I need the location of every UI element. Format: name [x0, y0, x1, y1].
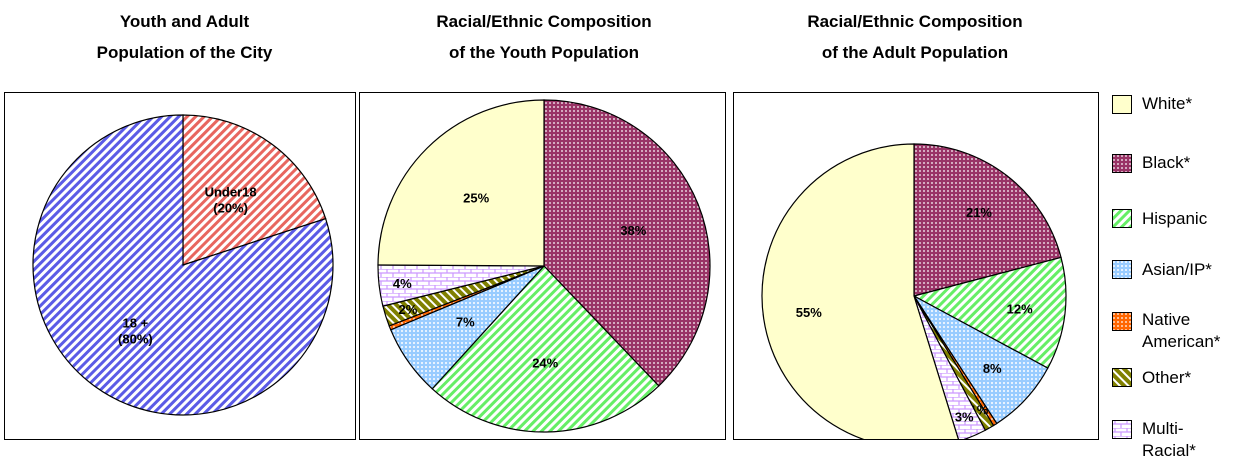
legend-label-multiracial-1: Multi-	[1142, 419, 1184, 438]
pie-chart-adult-race: 21%12%8%1%3%55%	[761, 143, 1067, 439]
title-line: of the Adult Population	[821, 43, 1009, 62]
legend-swatch-asian	[1112, 260, 1132, 279]
pie-slice-label: 24%	[532, 355, 558, 370]
legend-label-native-1: Native	[1142, 310, 1191, 329]
pie-slice-under18	[182, 114, 327, 266]
pie-slice-label: 7%	[456, 314, 475, 329]
pie-chart-youth-adult: Under18(20%) 18 +(80%)	[32, 114, 334, 416]
chart-title-adult-race: Racial/Ethnic Composition of the Adult P…	[733, 6, 1097, 68]
legend-swatch-multiracial	[1112, 420, 1132, 439]
pie-slice-hispanic	[431, 265, 660, 433]
legend-swatch-white	[1112, 95, 1132, 114]
pie-slice-black	[543, 99, 711, 387]
pie-slice-label: 12%	[1007, 302, 1033, 317]
legend-swatch-rect	[1112, 209, 1132, 228]
pie-slice-18	[32, 114, 334, 416]
chart-title-youth-race: Racial/Ethnic Composition of the Youth P…	[362, 6, 726, 68]
legend-label-black: Black*	[1142, 153, 1191, 172]
title-line: Youth and Adult	[119, 12, 250, 31]
pie-panel-youth-adult: Under18 (20%) 18 + (80%)	[4, 92, 356, 440]
legend-swatch-rect	[1112, 368, 1132, 387]
legend-label-multiracial-2: Racial*	[1142, 441, 1196, 460]
pie-slice-hispanic	[912, 256, 1067, 369]
legend-swatch-black	[1112, 154, 1132, 173]
title-line: Racial/Ethnic Composition	[436, 12, 652, 31]
legend-label-native-2: American*	[1142, 332, 1221, 351]
pie-slice-label: (20%)	[213, 200, 248, 215]
title-line: Racial/Ethnic Composition	[807, 12, 1023, 31]
pie-panel-adult-race: 21% 12% 8% 1% 3% 55%	[733, 92, 1099, 440]
legend-label-white: White*	[1142, 94, 1193, 113]
pie-slice-multi-racial	[913, 295, 987, 439]
pie-slice-white	[377, 99, 545, 267]
legend-swatch-native	[1112, 312, 1132, 331]
pie-slice-white	[761, 143, 959, 439]
pie-slice-label: 38%	[620, 223, 646, 238]
title-line: of the Youth Population	[448, 43, 640, 62]
legend-label-other: Other*	[1142, 368, 1192, 387]
pie-slice-label: 25%	[463, 191, 489, 206]
pie-slice-black	[913, 143, 1062, 297]
legend-swatch-rect	[1112, 154, 1132, 173]
legend-swatch-rect	[1112, 260, 1132, 279]
legend-swatch-rect	[1112, 95, 1132, 114]
pie-panel-youth-race: 38% 24% 7% 2% 4% 25%	[359, 92, 726, 440]
pie-slice-label: 18 +	[123, 316, 149, 331]
legend-swatch-rect	[1112, 312, 1132, 331]
title-line: Population of the City	[96, 43, 273, 62]
pie-slice-label: 3%	[955, 410, 974, 425]
legend-label-hispanic: Hispanic	[1142, 209, 1208, 228]
chart-title-youth-adult: Youth and Adult Population of the City	[0, 6, 369, 68]
pie-slice-label: (80%)	[118, 332, 153, 347]
pie-slice-label: Under18	[205, 184, 257, 199]
pie-chart-youth-race: 38% 24% 7% 2% 4% 25%	[377, 99, 711, 433]
pie-slice-label: 8%	[983, 361, 1002, 376]
legend-swatch-other	[1112, 368, 1132, 387]
pie-slice-label: 55%	[796, 305, 822, 320]
legend-swatch-rect	[1112, 420, 1132, 439]
legend-label-asian: Asian/IP*	[1142, 260, 1212, 279]
pie-slice-label: 4%	[393, 276, 412, 291]
legend-swatch-hispanic	[1112, 209, 1132, 228]
pie-slice-label: 2%	[399, 302, 418, 317]
pie-slice-label: 21%	[966, 205, 992, 220]
